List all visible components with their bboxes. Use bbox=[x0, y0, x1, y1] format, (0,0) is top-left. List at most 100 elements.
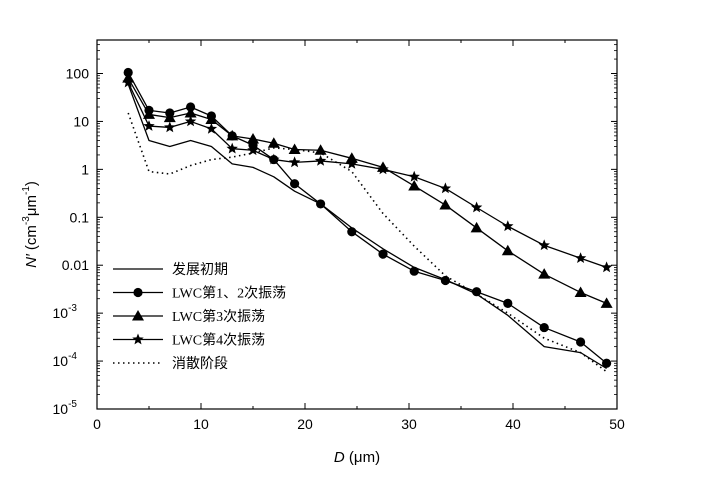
data-point bbox=[538, 239, 550, 251]
series-line bbox=[127, 83, 607, 370]
data-point bbox=[347, 227, 357, 237]
data-point bbox=[539, 322, 549, 333]
x-tick-label: 0 bbox=[93, 416, 101, 432]
legend-marker bbox=[132, 310, 144, 321]
x-tick-label: 50 bbox=[609, 416, 625, 432]
data-point bbox=[122, 76, 134, 88]
data-point bbox=[164, 121, 176, 133]
y-axis-unit-mid: μm bbox=[23, 195, 40, 216]
y-tick-label: 10-5 bbox=[53, 399, 78, 417]
y-tick-label: 0.01 bbox=[62, 257, 89, 273]
data-point bbox=[470, 221, 483, 233]
x-axis: 0 10 20 30 40 50 bbox=[93, 40, 625, 432]
data-point bbox=[314, 144, 327, 155]
data-point bbox=[576, 337, 586, 347]
x-tick-label: 20 bbox=[297, 416, 313, 432]
y-tick-label: 10-3 bbox=[53, 303, 78, 321]
y-tick-base: 10 bbox=[53, 353, 69, 369]
legend-label: 发展初期 bbox=[172, 261, 228, 278]
x-tick-label: 10 bbox=[193, 416, 209, 432]
data-point bbox=[439, 182, 452, 194]
data-point bbox=[184, 106, 197, 118]
data-point bbox=[290, 179, 300, 189]
data-point bbox=[409, 266, 419, 276]
data-point bbox=[143, 108, 155, 119]
y-tick-exponent: -5 bbox=[68, 399, 77, 410]
data-point bbox=[501, 244, 514, 256]
data-point bbox=[247, 132, 259, 144]
data-point bbox=[574, 252, 587, 264]
series-layer bbox=[122, 67, 613, 373]
series-line bbox=[127, 82, 607, 269]
data-point bbox=[503, 298, 513, 308]
data-point bbox=[600, 261, 613, 273]
x-tick-label: 30 bbox=[401, 416, 417, 432]
data-point bbox=[440, 275, 450, 286]
series-1 bbox=[127, 83, 607, 370]
data-point bbox=[163, 111, 176, 123]
data-point bbox=[205, 122, 218, 134]
data-point bbox=[288, 143, 301, 154]
x-tick-label: 40 bbox=[505, 416, 521, 432]
data-point bbox=[205, 113, 218, 124]
y-tick-base: 10 bbox=[53, 401, 69, 417]
y-axis-unit-exp1: -3 bbox=[21, 216, 32, 225]
legend-item: LWC第4次振荡 bbox=[113, 332, 265, 349]
legend-item: 发展初期 bbox=[113, 261, 228, 278]
data-point bbox=[316, 199, 326, 209]
series-3 bbox=[122, 72, 613, 308]
legend-item: LWC第1、2次振荡 bbox=[113, 285, 286, 302]
y-tick-exponent: -4 bbox=[68, 351, 77, 362]
plot-border bbox=[96, 39, 618, 410]
data-point bbox=[538, 268, 551, 279]
data-point bbox=[472, 287, 482, 297]
y-tick-label: 100 bbox=[66, 66, 90, 82]
legend-label: LWC第1、2次振荡 bbox=[172, 285, 286, 302]
data-point bbox=[314, 154, 327, 166]
y-tick-label: 1 bbox=[81, 161, 89, 177]
data-point bbox=[184, 115, 197, 127]
data-point bbox=[226, 142, 238, 154]
data-point bbox=[267, 137, 280, 148]
series-line bbox=[127, 112, 608, 373]
data-point bbox=[378, 249, 388, 259]
data-point bbox=[268, 153, 280, 165]
y-axis-title: N′ (cm-3μm-1) bbox=[21, 181, 40, 268]
y-tick-label: 10 bbox=[73, 113, 89, 129]
x-axis-symbol: D bbox=[334, 449, 345, 466]
data-point bbox=[345, 152, 358, 163]
data-point bbox=[602, 358, 612, 368]
data-point bbox=[247, 144, 259, 156]
y-axis-unit-open: (cm bbox=[23, 225, 40, 254]
legend-label: LWC第4次振荡 bbox=[172, 332, 265, 349]
legend-marker bbox=[133, 287, 143, 298]
legend-item: 消散阶段 bbox=[113, 356, 228, 372]
y-tick-base: 10 bbox=[53, 305, 69, 321]
data-point bbox=[226, 129, 239, 141]
y-axis-unit-close: ) bbox=[23, 181, 40, 186]
plot-frame bbox=[96, 39, 618, 410]
series-5 bbox=[127, 112, 608, 373]
data-point bbox=[346, 157, 358, 169]
data-point bbox=[574, 286, 587, 297]
legend-item: LWC第3次振荡 bbox=[113, 308, 265, 325]
x-axis-title: D (μm) bbox=[334, 449, 380, 466]
data-point bbox=[600, 297, 613, 308]
data-point bbox=[408, 170, 420, 182]
y-axis-symbol: N′ bbox=[23, 253, 40, 268]
data-point bbox=[143, 120, 155, 131]
data-point bbox=[470, 201, 483, 213]
y-tick-label: 10-4 bbox=[53, 351, 78, 369]
data-point bbox=[408, 179, 421, 191]
y-axis-unit-exp2: -1 bbox=[21, 186, 32, 195]
series-4 bbox=[122, 76, 613, 273]
data-point bbox=[439, 199, 452, 210]
data-point bbox=[377, 163, 389, 175]
data-point bbox=[502, 220, 514, 232]
legend-label: LWC第3次振荡 bbox=[172, 308, 265, 325]
y-tick-exponent: -3 bbox=[68, 303, 77, 314]
